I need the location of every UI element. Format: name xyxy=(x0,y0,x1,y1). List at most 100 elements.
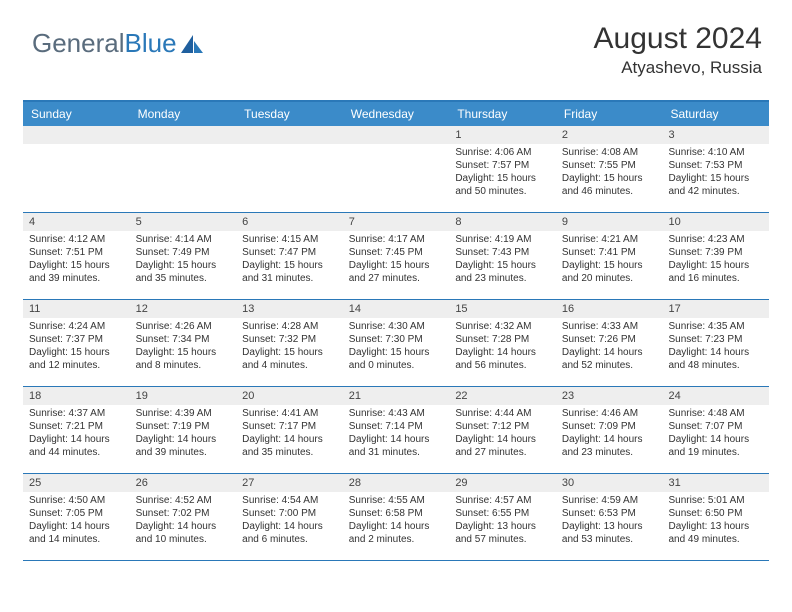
calendar-body: 1Sunrise: 4:06 AMSunset: 7:57 PMDaylight… xyxy=(23,126,769,561)
calendar-day: 9Sunrise: 4:21 AMSunset: 7:41 PMDaylight… xyxy=(556,213,663,299)
day-details: Sunrise: 4:37 AMSunset: 7:21 PMDaylight:… xyxy=(23,405,130,463)
sunrise-line: Sunrise: 4:39 AM xyxy=(136,407,231,420)
calendar-day: 3Sunrise: 4:10 AMSunset: 7:53 PMDaylight… xyxy=(662,126,769,212)
sunrise-line: Sunrise: 4:12 AM xyxy=(29,233,124,246)
daylight-line: Daylight: 14 hours and 39 minutes. xyxy=(136,433,231,459)
daylight-line: Daylight: 15 hours and 4 minutes. xyxy=(242,346,337,372)
daylight-line: Daylight: 13 hours and 57 minutes. xyxy=(455,520,550,546)
calendar-empty xyxy=(130,126,237,212)
day-number: 30 xyxy=(556,474,663,492)
sunrise-line: Sunrise: 4:59 AM xyxy=(562,494,657,507)
sunrise-line: Sunrise: 4:41 AM xyxy=(242,407,337,420)
day-number: 1 xyxy=(449,126,556,144)
calendar-day: 30Sunrise: 4:59 AMSunset: 6:53 PMDayligh… xyxy=(556,474,663,560)
sunset-line: Sunset: 7:51 PM xyxy=(29,246,124,259)
daylight-line: Daylight: 14 hours and 6 minutes. xyxy=(242,520,337,546)
sunset-line: Sunset: 7:39 PM xyxy=(668,246,763,259)
calendar-week: 18Sunrise: 4:37 AMSunset: 7:21 PMDayligh… xyxy=(23,387,769,474)
sunrise-line: Sunrise: 4:33 AM xyxy=(562,320,657,333)
sunset-line: Sunset: 7:00 PM xyxy=(242,507,337,520)
daylight-line: Daylight: 13 hours and 49 minutes. xyxy=(668,520,763,546)
sunrise-line: Sunrise: 4:46 AM xyxy=(562,407,657,420)
sunrise-line: Sunrise: 4:10 AM xyxy=(668,146,763,159)
day-details: Sunrise: 4:35 AMSunset: 7:23 PMDaylight:… xyxy=(662,318,769,376)
day-number-empty xyxy=(130,126,237,144)
calendar-day: 12Sunrise: 4:26 AMSunset: 7:34 PMDayligh… xyxy=(130,300,237,386)
sunset-line: Sunset: 6:55 PM xyxy=(455,507,550,520)
calendar-day: 13Sunrise: 4:28 AMSunset: 7:32 PMDayligh… xyxy=(236,300,343,386)
sunrise-line: Sunrise: 4:44 AM xyxy=(455,407,550,420)
daylight-line: Daylight: 15 hours and 8 minutes. xyxy=(136,346,231,372)
daylight-line: Daylight: 15 hours and 27 minutes. xyxy=(349,259,444,285)
day-details: Sunrise: 4:48 AMSunset: 7:07 PMDaylight:… xyxy=(662,405,769,463)
day-number: 6 xyxy=(236,213,343,231)
sunset-line: Sunset: 7:05 PM xyxy=(29,507,124,520)
sunset-line: Sunset: 7:37 PM xyxy=(29,333,124,346)
day-number-empty xyxy=(343,126,450,144)
sunrise-line: Sunrise: 4:37 AM xyxy=(29,407,124,420)
day-details: Sunrise: 4:44 AMSunset: 7:12 PMDaylight:… xyxy=(449,405,556,463)
sunrise-line: Sunrise: 4:17 AM xyxy=(349,233,444,246)
daylight-line: Daylight: 15 hours and 42 minutes. xyxy=(668,172,763,198)
daylight-line: Daylight: 14 hours and 10 minutes. xyxy=(136,520,231,546)
sunset-line: Sunset: 7:53 PM xyxy=(668,159,763,172)
day-number: 5 xyxy=(130,213,237,231)
calendar-day: 15Sunrise: 4:32 AMSunset: 7:28 PMDayligh… xyxy=(449,300,556,386)
day-number: 15 xyxy=(449,300,556,318)
day-details: Sunrise: 4:54 AMSunset: 7:00 PMDaylight:… xyxy=(236,492,343,550)
sunrise-line: Sunrise: 4:54 AM xyxy=(242,494,337,507)
day-number: 26 xyxy=(130,474,237,492)
weekday-header: Friday xyxy=(556,102,663,126)
day-details: Sunrise: 4:08 AMSunset: 7:55 PMDaylight:… xyxy=(556,144,663,202)
day-details: Sunrise: 4:41 AMSunset: 7:17 PMDaylight:… xyxy=(236,405,343,463)
day-number-empty xyxy=(236,126,343,144)
sunrise-line: Sunrise: 4:35 AM xyxy=(668,320,763,333)
sunset-line: Sunset: 7:28 PM xyxy=(455,333,550,346)
calendar-day: 19Sunrise: 4:39 AMSunset: 7:19 PMDayligh… xyxy=(130,387,237,473)
sunrise-line: Sunrise: 4:57 AM xyxy=(455,494,550,507)
day-details: Sunrise: 4:10 AMSunset: 7:53 PMDaylight:… xyxy=(662,144,769,202)
calendar-day: 21Sunrise: 4:43 AMSunset: 7:14 PMDayligh… xyxy=(343,387,450,473)
day-details: Sunrise: 4:12 AMSunset: 7:51 PMDaylight:… xyxy=(23,231,130,289)
daylight-line: Daylight: 14 hours and 56 minutes. xyxy=(455,346,550,372)
daylight-line: Daylight: 14 hours and 19 minutes. xyxy=(668,433,763,459)
sunset-line: Sunset: 7:49 PM xyxy=(136,246,231,259)
day-number: 28 xyxy=(343,474,450,492)
day-details: Sunrise: 4:46 AMSunset: 7:09 PMDaylight:… xyxy=(556,405,663,463)
calendar-week: 1Sunrise: 4:06 AMSunset: 7:57 PMDaylight… xyxy=(23,126,769,213)
calendar-day: 22Sunrise: 4:44 AMSunset: 7:12 PMDayligh… xyxy=(449,387,556,473)
brand-logo: GeneralBlue xyxy=(32,28,205,59)
day-number: 24 xyxy=(662,387,769,405)
sunrise-line: Sunrise: 4:55 AM xyxy=(349,494,444,507)
calendar-day: 5Sunrise: 4:14 AMSunset: 7:49 PMDaylight… xyxy=(130,213,237,299)
day-number: 29 xyxy=(449,474,556,492)
daylight-line: Daylight: 15 hours and 16 minutes. xyxy=(668,259,763,285)
calendar-day: 31Sunrise: 5:01 AMSunset: 6:50 PMDayligh… xyxy=(662,474,769,560)
sunset-line: Sunset: 7:55 PM xyxy=(562,159,657,172)
brand-part1: General xyxy=(32,28,125,59)
day-number: 13 xyxy=(236,300,343,318)
sunset-line: Sunset: 7:34 PM xyxy=(136,333,231,346)
day-number: 22 xyxy=(449,387,556,405)
day-number: 31 xyxy=(662,474,769,492)
sunrise-line: Sunrise: 4:14 AM xyxy=(136,233,231,246)
day-details: Sunrise: 4:15 AMSunset: 7:47 PMDaylight:… xyxy=(236,231,343,289)
sunrise-line: Sunrise: 4:50 AM xyxy=(29,494,124,507)
sunset-line: Sunset: 7:12 PM xyxy=(455,420,550,433)
calendar-day: 2Sunrise: 4:08 AMSunset: 7:55 PMDaylight… xyxy=(556,126,663,212)
day-details: Sunrise: 4:33 AMSunset: 7:26 PMDaylight:… xyxy=(556,318,663,376)
daylight-line: Daylight: 15 hours and 20 minutes. xyxy=(562,259,657,285)
calendar-day: 27Sunrise: 4:54 AMSunset: 7:00 PMDayligh… xyxy=(236,474,343,560)
sunrise-line: Sunrise: 4:30 AM xyxy=(349,320,444,333)
sunset-line: Sunset: 7:47 PM xyxy=(242,246,337,259)
page-title: August 2024 xyxy=(594,22,762,56)
daylight-line: Daylight: 14 hours and 48 minutes. xyxy=(668,346,763,372)
day-number: 8 xyxy=(449,213,556,231)
sunset-line: Sunset: 6:50 PM xyxy=(668,507,763,520)
calendar-day: 20Sunrise: 4:41 AMSunset: 7:17 PMDayligh… xyxy=(236,387,343,473)
calendar-day: 1Sunrise: 4:06 AMSunset: 7:57 PMDaylight… xyxy=(449,126,556,212)
calendar-week: 25Sunrise: 4:50 AMSunset: 7:05 PMDayligh… xyxy=(23,474,769,561)
day-details: Sunrise: 4:28 AMSunset: 7:32 PMDaylight:… xyxy=(236,318,343,376)
calendar-empty xyxy=(343,126,450,212)
sunset-line: Sunset: 7:30 PM xyxy=(349,333,444,346)
